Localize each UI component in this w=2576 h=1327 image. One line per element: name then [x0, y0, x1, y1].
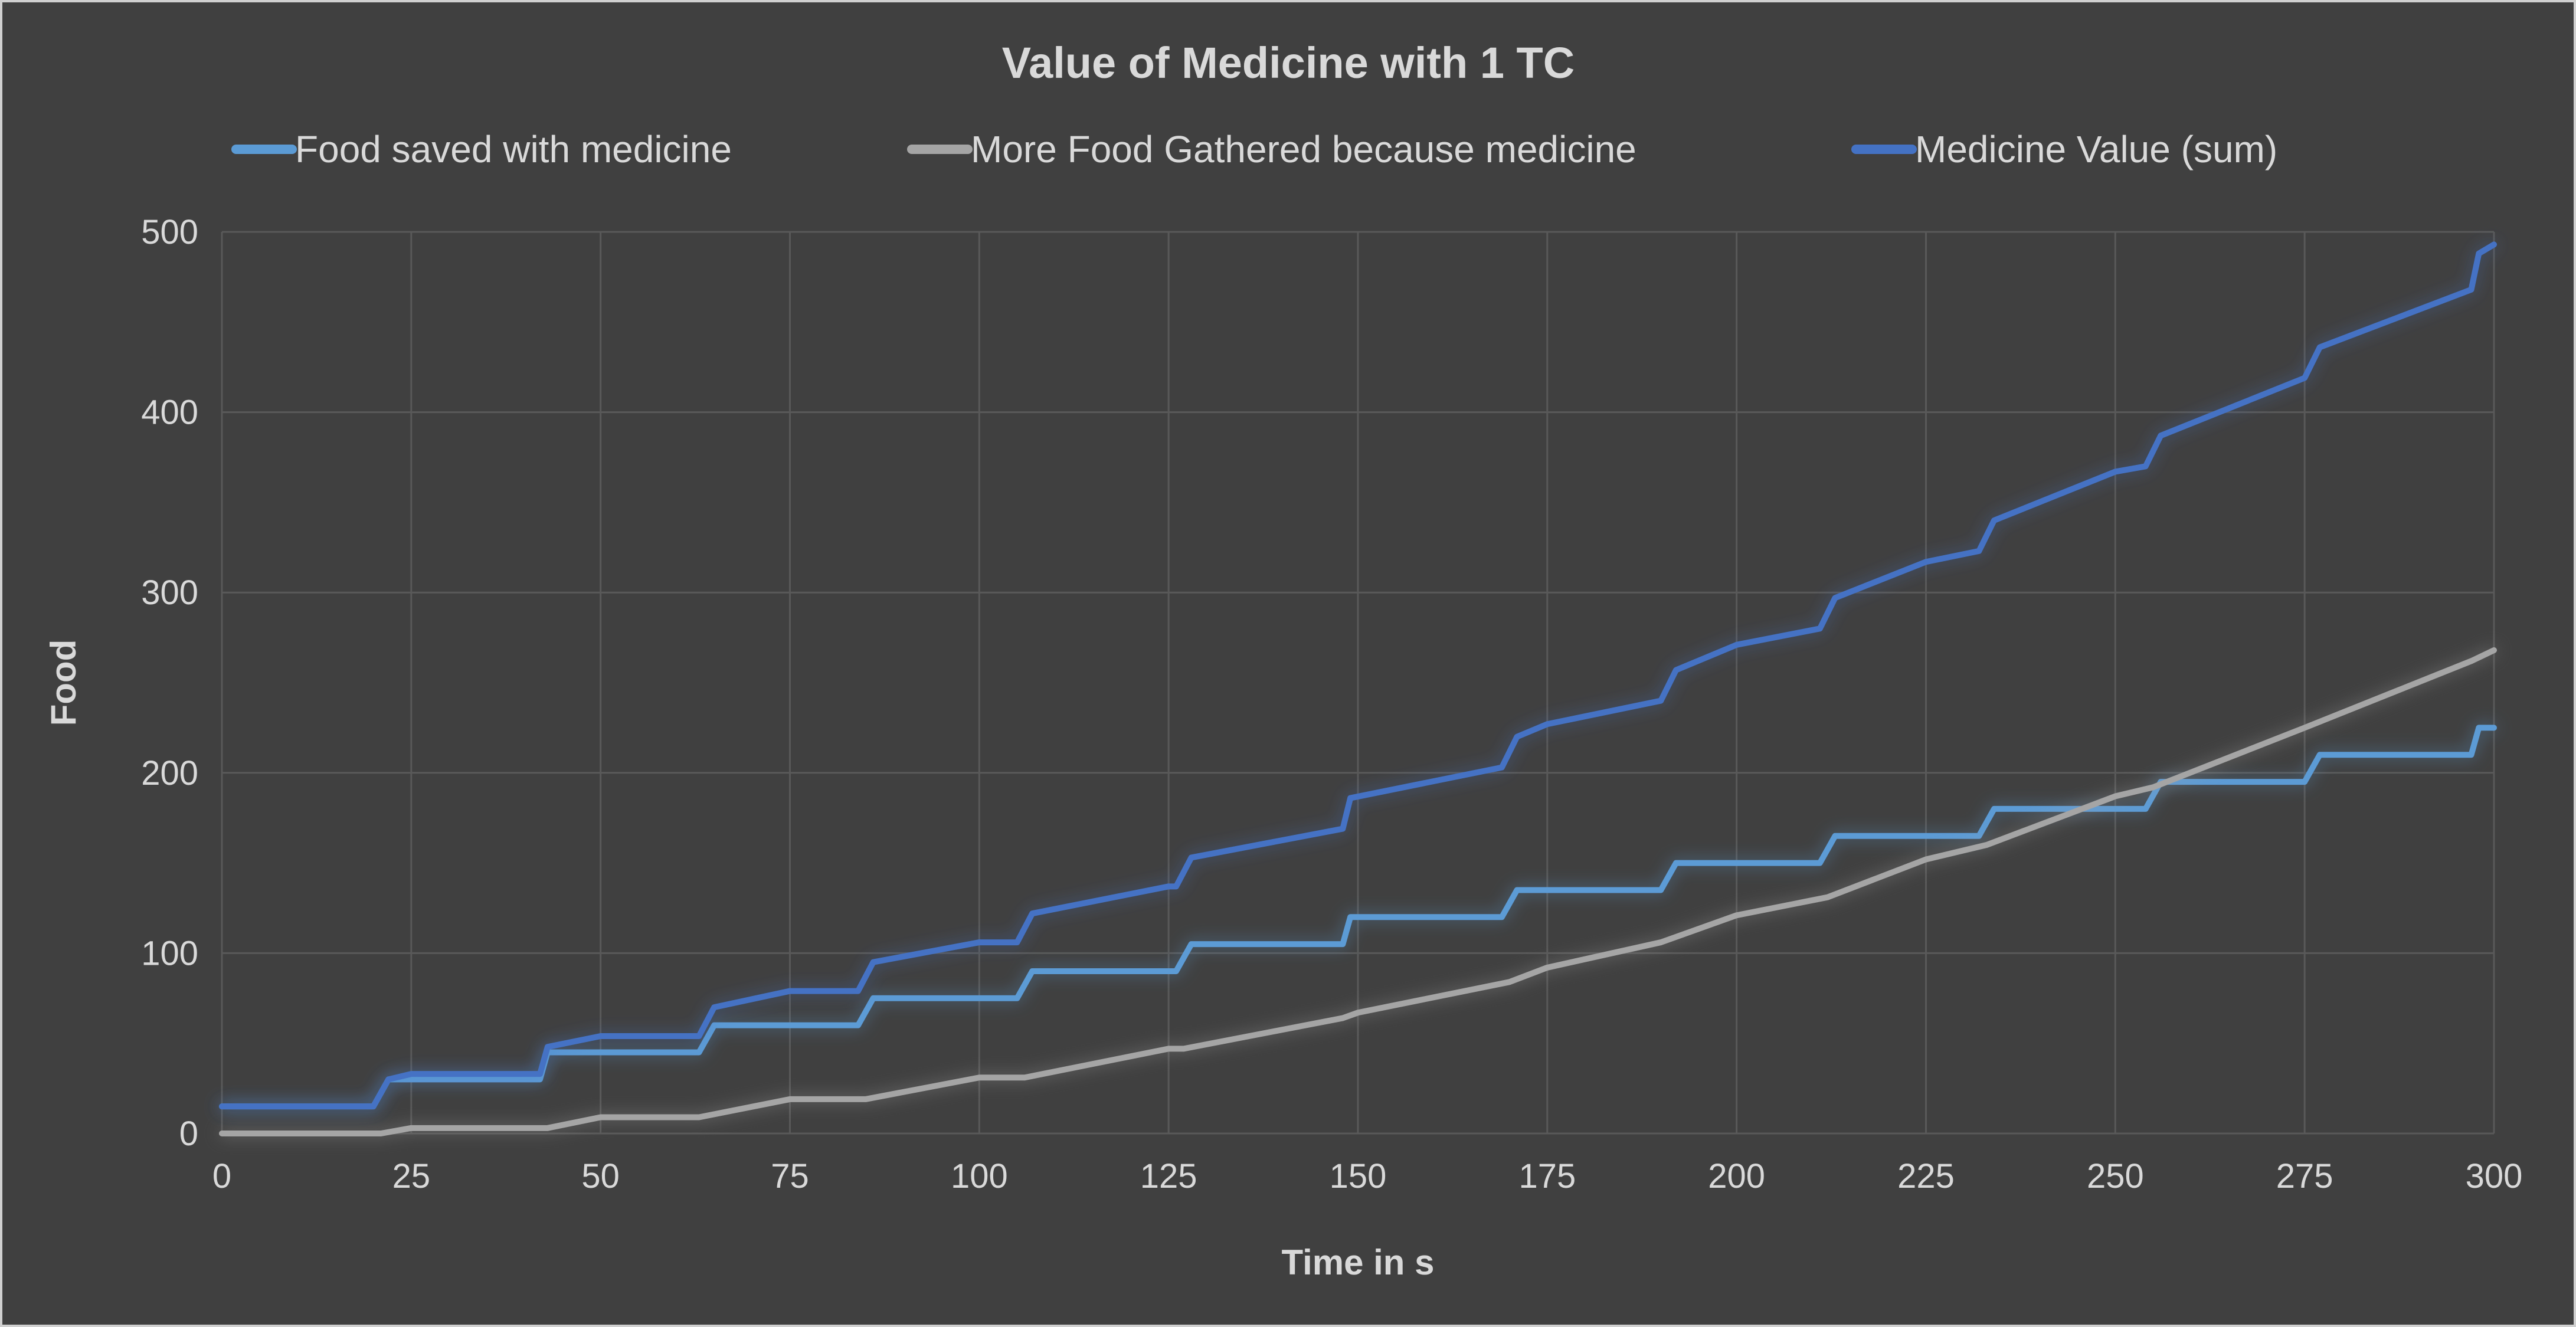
series-line-3: [219, 241, 2497, 1110]
x-tick-label: 225: [1897, 1157, 1955, 1195]
series-line-1: [219, 725, 2497, 1110]
y-tick-label: 100: [141, 934, 198, 972]
x-tick-labels: 0 25 50 75 100 125 150 175 200 225 250 275 300: [212, 1157, 2523, 1195]
y-tick-label: 300: [141, 574, 198, 612]
y-tick-labels: 0 100 200 300 400 500: [141, 213, 198, 1153]
x-tick-label: 25: [392, 1157, 431, 1195]
x-tick-label: 300: [2466, 1157, 2523, 1195]
series-line-2: [219, 647, 2497, 1136]
x-tick-label: 175: [1518, 1157, 1576, 1195]
x-tick-label: 50: [581, 1157, 620, 1195]
legend-label: Medicine Value (sum): [1915, 128, 2277, 171]
series-lines: [219, 241, 2497, 1136]
y-tick-label: 0: [179, 1115, 198, 1153]
x-axis-label: Time in s: [1282, 1243, 1435, 1282]
x-tick-label: 125: [1140, 1157, 1197, 1195]
x-tick-label: 75: [771, 1157, 809, 1195]
x-tick-label: 100: [951, 1157, 1008, 1195]
y-tick-label: 500: [141, 213, 198, 251]
x-tick-label: 275: [2276, 1157, 2333, 1195]
x-tick-label: 150: [1330, 1157, 1387, 1195]
y-axis-label: Food: [44, 640, 83, 726]
x-tick-label: 0: [212, 1157, 231, 1195]
x-tick-label: 200: [1708, 1157, 1765, 1195]
x-tick-label: 250: [2087, 1157, 2144, 1195]
legend: Food saved with medicine More Food Gather…: [231, 128, 2277, 171]
legend-label: Food saved with medicine: [295, 128, 732, 171]
legend-label: More Food Gathered because medicine: [971, 128, 1636, 171]
chart-title: Value of Medicine with 1 TC: [1002, 38, 1575, 87]
y-tick-label: 400: [141, 394, 198, 432]
y-tick-label: 200: [141, 754, 198, 792]
gridlines: [221, 231, 2495, 1135]
